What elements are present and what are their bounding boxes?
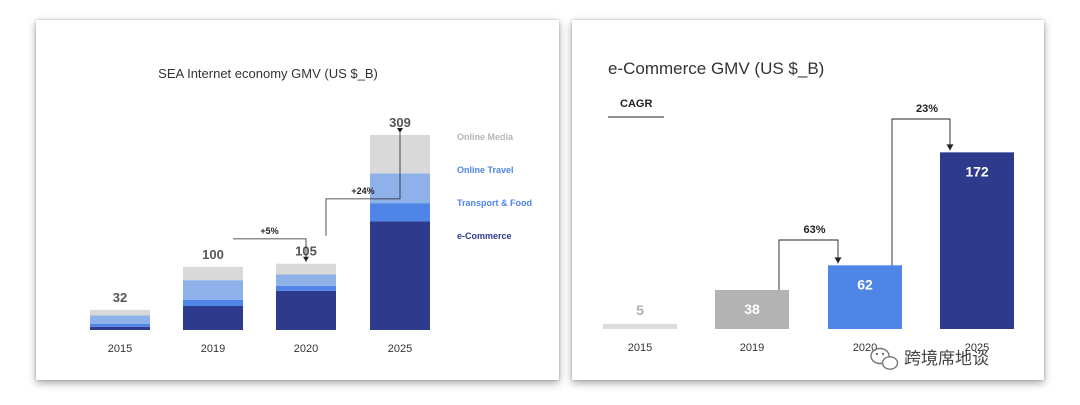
arrow-head-icon (834, 257, 842, 264)
legend-item-transport-food: Transport & Food (457, 198, 532, 208)
x-tick-label: 2015 (628, 342, 652, 354)
wechat-icon (870, 347, 899, 370)
bar-segment-e-commerce-2019 (183, 306, 243, 330)
bar-segment-online-travel-2019 (183, 280, 243, 300)
bar-value-label: 5 (636, 302, 644, 318)
bar-segment-e-commerce-2025 (370, 221, 430, 330)
bar-segment-transport-food-2020 (276, 285, 336, 291)
bar-segment-online-travel-2020 (276, 274, 336, 286)
legend-item-online-media: Online Media (457, 132, 514, 142)
chart-title: e-Commerce GMV (US $_B) (608, 59, 824, 78)
right-slide: e-Commerce GMV (US $_B) CAGR 5 2015 38 2019… (572, 20, 1044, 380)
x-tick-label: 2020 (853, 342, 877, 354)
arrow-head-icon (303, 256, 309, 262)
bar-total-label: 309 (389, 115, 411, 130)
cagr-label: CAGR (620, 98, 652, 110)
growth-label: 63% (803, 224, 825, 236)
growth-connector (233, 238, 307, 262)
watermark-text: 跨境席地谈 (904, 349, 989, 368)
bar-2020 (828, 265, 902, 329)
bar-2015 (603, 323, 677, 329)
bar-segment-online-media-2015 (90, 309, 150, 316)
bar-total-label: 100 (202, 247, 224, 262)
left-slide: SEA Internet economy GMV (US $_B) 2015 32… (36, 20, 559, 380)
x-tick-label: 2020 (294, 343, 318, 355)
x-tick-label: 2019 (740, 342, 764, 354)
bar-segment-transport-food-2019 (183, 299, 243, 307)
bar-segment-e-commerce-2020 (276, 290, 336, 330)
growth-connector (778, 239, 839, 290)
bar-segment-online-media-2019 (183, 266, 243, 281)
growth-label: +5% (260, 226, 278, 236)
legend-item-e-commerce: e-Commerce (457, 231, 512, 241)
bar-segment-transport-food-2025 (370, 203, 430, 222)
x-tick-label: 2025 (388, 343, 412, 355)
growth-connector (891, 118, 951, 266)
right-chart-svg: e-Commerce GMV (US $_B) CAGR 5 2015 38 2019… (603, 59, 1014, 370)
bar-2019 (715, 289, 789, 329)
legend-item-online-travel: Online Travel (457, 165, 514, 175)
growth-label: +24% (351, 186, 374, 196)
x-tick-label: 2025 (965, 342, 989, 354)
arrow-head-icon (397, 127, 403, 133)
arrow-head-icon (946, 144, 954, 151)
bar-segment-transport-food-2015 (90, 323, 150, 327)
bar-value-label: 38 (744, 301, 760, 317)
bar-2025 (940, 152, 1014, 329)
left-chart-svg: SEA Internet economy GMV (US $_B) 2015 32… (90, 66, 532, 355)
bar-value-label: 62 (857, 276, 873, 292)
growth-connector (325, 132, 401, 236)
bar-total-label: 32 (113, 290, 127, 305)
bar-value-label: 172 (965, 163, 989, 179)
bar-segment-e-commerce-2015 (90, 326, 150, 330)
watermark: 跨境席地谈 (870, 347, 989, 370)
bar-segment-online-media-2020 (276, 263, 336, 275)
x-tick-label: 2019 (201, 343, 225, 355)
growth-label: 23% (916, 103, 938, 115)
bar-segment-online-travel-2015 (90, 315, 150, 324)
chart-title: SEA Internet economy GMV (US $_B) (158, 66, 378, 81)
x-tick-label: 2015 (108, 343, 132, 355)
